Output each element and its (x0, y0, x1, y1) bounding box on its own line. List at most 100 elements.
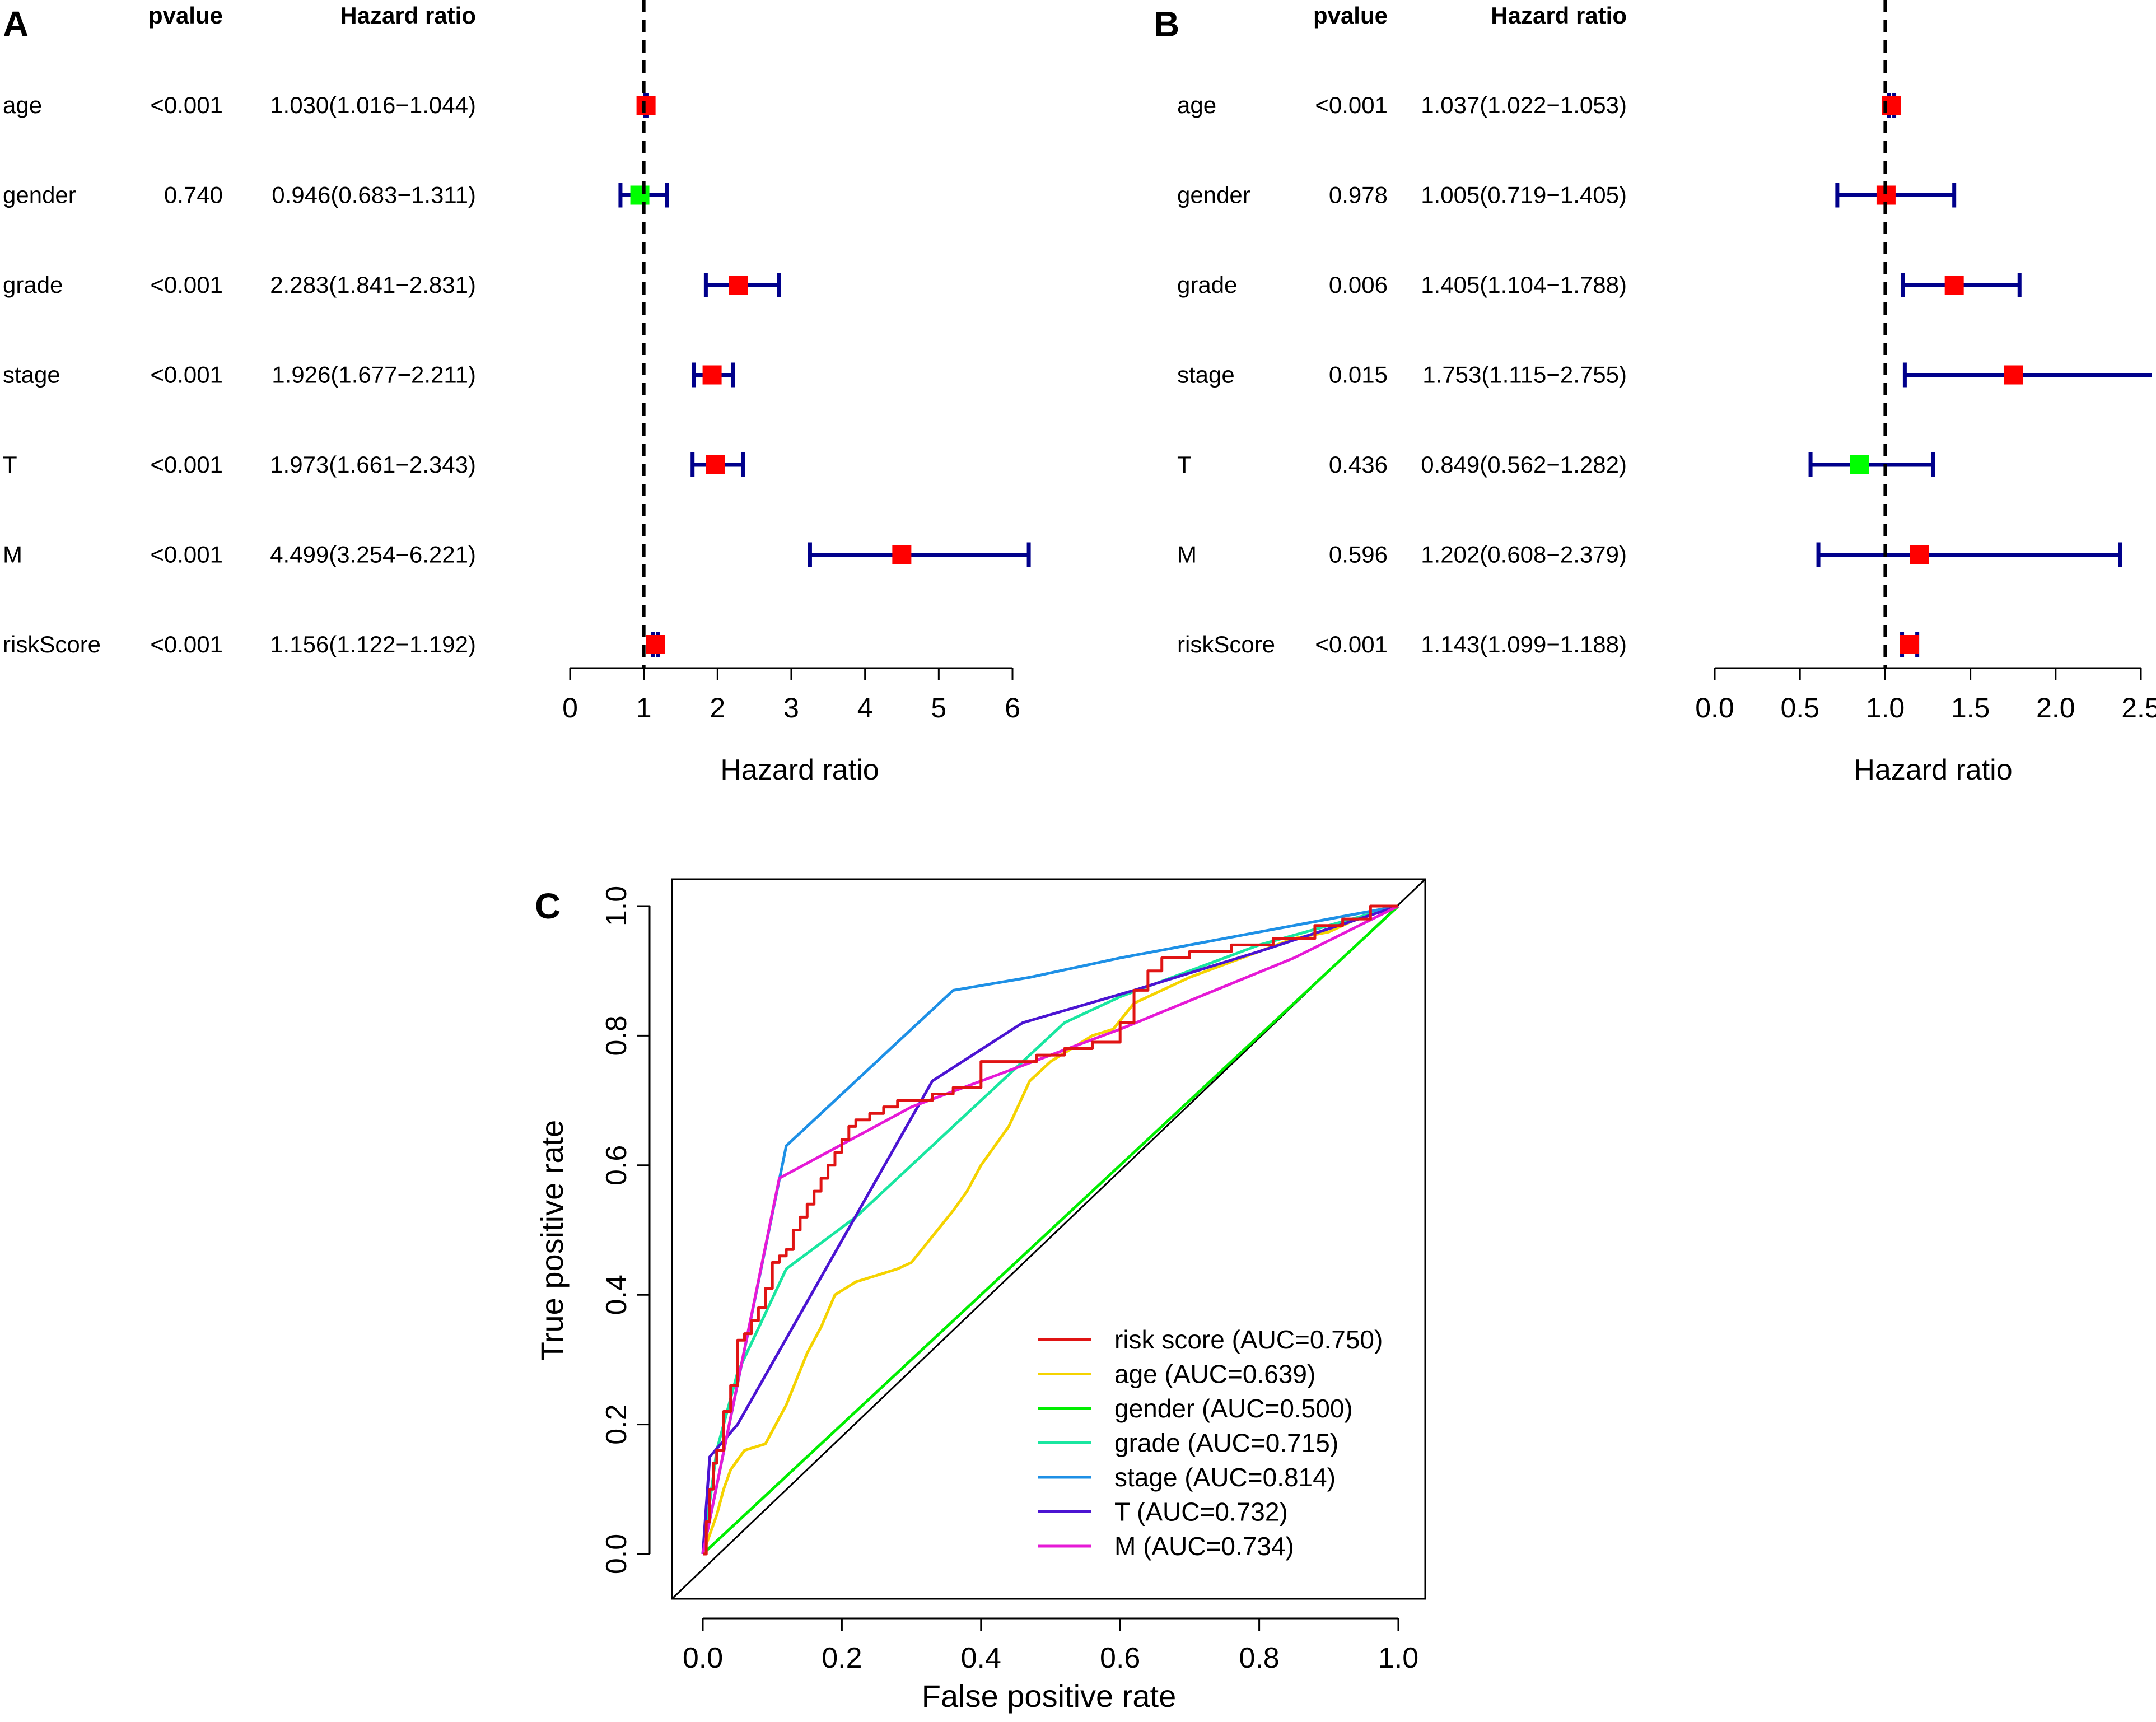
tick-label: 0.4 (961, 1642, 1001, 1674)
y-axis: 0.0 0.2 0.4 0.6 0.8 1.0 (600, 886, 651, 1574)
tick-label: 1.0 (1866, 692, 1905, 724)
pvalue-cell: 0.740 (164, 182, 223, 208)
point-estimate (706, 455, 725, 474)
x-axis-label: False positive rate (922, 1678, 1176, 1714)
variable-label: stage (3, 362, 60, 388)
pvalue-cell: 0.978 (1329, 182, 1388, 208)
pvalue-header: pvalue (148, 2, 223, 29)
hazard-ratio-cell: 1.926(1.677−2.211) (272, 362, 476, 388)
hazard-ratio-cell: 1.405(1.104−1.788) (1421, 272, 1627, 298)
tick-label: 3 (783, 692, 799, 724)
point-estimate (1944, 276, 1964, 295)
variable-label: age (1177, 92, 1216, 118)
tick-label: 5 (931, 692, 946, 724)
roc-curve (701, 904, 1399, 1555)
tick-label: 0 (562, 692, 578, 724)
variable-label: age (3, 92, 42, 118)
pvalue-header: pvalue (1313, 2, 1388, 29)
tick-label: 1 (636, 692, 652, 724)
hazard-ratio-cell: 2.283(1.841−2.831) (270, 272, 476, 298)
plot-frame (671, 878, 1426, 1600)
point-estimate (892, 545, 912, 564)
hazard-ratio-cell: 1.973(1.661−2.343) (270, 451, 476, 478)
x-axis-label: Hazard ratio (720, 754, 879, 786)
x-axis: 0 1 2 3 4 5 6 (562, 667, 1020, 724)
variable-label: riskScore (3, 631, 101, 657)
roc-curve (701, 904, 1399, 1555)
variable-label: T (3, 451, 17, 478)
variable-label: M (1177, 542, 1197, 568)
forest-rows: age <0.001 1.030(1.016−1.044) gender 0.740 0.… (3, 92, 476, 657)
legend: risk score (AUC=0.750) age (AUC=0.639) gen… (1038, 1325, 1383, 1561)
hazard-ratio-cell: 0.849(0.562−1.282) (1421, 451, 1627, 478)
hazard-ratio-cell: 1.037(1.022−1.053) (1421, 92, 1627, 118)
y-axis-label: True positive rate (534, 1120, 570, 1361)
legend-label: grade (AUC=0.715) (1114, 1429, 1338, 1458)
roc-curve (702, 905, 1399, 1555)
pvalue-cell: 0.006 (1329, 272, 1388, 298)
point-estimate (646, 635, 665, 654)
forest-rows: age <0.001 1.037(1.022−1.053) gender 0.978 1.… (1177, 92, 1627, 657)
roc-curve (703, 904, 1398, 1556)
legend-label: age (AUC=0.639) (1114, 1360, 1315, 1389)
legend-label: risk score (AUC=0.750) (1114, 1325, 1383, 1354)
tick-label: 4 (857, 692, 873, 724)
forest-plot-a: A pvalue Hazard ratio age <0.001 1.030(1.0… (3, 0, 1031, 786)
point-estimate (702, 365, 722, 385)
tick-label: 0.2 (600, 1404, 633, 1444)
roc-curve (701, 904, 1399, 1555)
variable-label: M (3, 542, 22, 568)
forest-marks (618, 0, 1031, 668)
tick-label: 0.4 (600, 1275, 633, 1315)
hazard-ratio-cell: 0.946(0.683−1.311) (272, 182, 476, 208)
legend-label: gender (AUC=0.500) (1114, 1394, 1353, 1423)
tick-label: 0.0 (600, 1534, 633, 1574)
pvalue-cell: <0.001 (1315, 631, 1388, 657)
legend-label: T (AUC=0.732) (1114, 1497, 1288, 1527)
pvalue-cell: <0.001 (150, 92, 223, 118)
variable-label: grade (3, 272, 63, 298)
pvalue-cell: 0.596 (1329, 542, 1388, 568)
tick-label: 1.0 (600, 886, 633, 926)
legend-label: stage (AUC=0.814) (1114, 1463, 1336, 1492)
point-estimate (1900, 635, 1919, 654)
tick-label: 2.5 (2121, 692, 2156, 724)
pvalue-cell: <0.001 (150, 272, 223, 298)
pvalue-cell: <0.001 (150, 631, 223, 657)
legend-label: M (AUC=0.734) (1114, 1532, 1294, 1561)
pvalue-cell: <0.001 (150, 451, 223, 478)
variable-label: riskScore (1177, 631, 1275, 657)
pvalue-cell: <0.001 (150, 542, 223, 568)
tick-label: 0.6 (600, 1145, 633, 1186)
point-estimate (1910, 545, 1929, 564)
pvalue-cell: 0.436 (1329, 451, 1388, 478)
roc-curves (701, 904, 1399, 1556)
x-axis: 0.0 0.2 0.4 0.6 0.8 1.0 (683, 1617, 1418, 1674)
hazard-ratio-cell: 1.156(1.122−1.192) (270, 631, 476, 657)
forest-marks (1808, 0, 2152, 668)
tick-label: 0.2 (822, 1642, 862, 1674)
pvalue-cell: <0.001 (150, 362, 223, 388)
roc-curve (701, 904, 1399, 1555)
panel-label-b: B (1154, 4, 1179, 44)
panel-label-a: A (3, 4, 29, 44)
variable-label: gender (3, 182, 76, 208)
tick-label: 1.5 (1951, 692, 1990, 724)
tick-label: 0.8 (600, 1015, 633, 1056)
hazard-ratio-cell: 1.030(1.016−1.044) (270, 92, 476, 118)
hazard-ratio-cell: 1.753(1.115−2.755) (1422, 362, 1627, 388)
variable-label: stage (1177, 362, 1235, 388)
point-estimate (1850, 455, 1869, 474)
tick-label: 2.0 (2036, 692, 2075, 724)
pvalue-cell: 0.015 (1329, 362, 1388, 388)
roc-plot-c: C 0.0 0.2 0.4 0.6 0.8 1.0 0.00.20.40.60.81.0 … (534, 878, 1426, 1714)
tick-label: 6 (1005, 692, 1020, 724)
hazard-ratio-header: Hazard ratio (340, 2, 476, 29)
panel-label-c: C (535, 886, 561, 926)
forest-plot-b: B pvalue Hazard ratio age <0.001 1.037(1.0… (1154, 0, 2156, 786)
pvalue-cell: <0.001 (1315, 92, 1388, 118)
variable-label: grade (1177, 272, 1237, 298)
point-estimate (2004, 365, 2023, 385)
variable-label: T (1177, 451, 1192, 478)
